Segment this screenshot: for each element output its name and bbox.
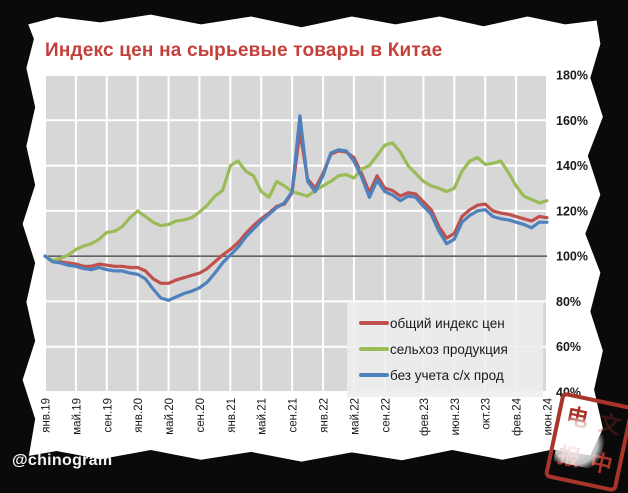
x-tick-label: янв.19: [41, 398, 53, 433]
x-tick-label: сен.20: [195, 398, 207, 432]
legend-label: сельхоз продукция: [390, 341, 508, 357]
legend-label: без учета с/х прод: [390, 367, 504, 383]
y-tick-label: 100%: [556, 250, 588, 264]
red-line-swatch-icon: [359, 321, 389, 325]
x-tick-label: фев.24: [512, 397, 524, 436]
y-tick-label: 160%: [556, 114, 588, 128]
x-tick-label: янв.21: [226, 398, 238, 433]
legend-item-ex-agriculture: без учета с/х прод: [359, 362, 533, 388]
series-line-1: [43, 141, 549, 263]
blue-line-swatch-icon: [359, 373, 389, 377]
legend-item-agriculture: сельхоз продукция: [359, 336, 533, 362]
seal-character: 报: [555, 443, 583, 473]
x-tick-label: сен.19: [102, 398, 114, 432]
seal-character: 中: [587, 449, 615, 480]
green-line-swatch-icon: [359, 347, 389, 351]
y-tick-label: 180%: [556, 69, 588, 83]
y-tick-label: 60%: [556, 340, 581, 354]
legend-item-general-index: общий индекс цен: [359, 310, 533, 336]
y-tick-label: 80%: [556, 295, 581, 309]
x-tick-label: июн.23: [450, 398, 462, 435]
x-tick-label: фев.23: [419, 398, 431, 436]
legend-label: общий индекс цен: [390, 315, 505, 331]
x-tick-label: сен.21: [288, 398, 300, 432]
x-tick-label: май.19: [71, 398, 83, 435]
x-tick-label: май.20: [164, 398, 176, 435]
x-tick-label: май.21: [257, 398, 269, 435]
x-tick-label: янв.20: [133, 398, 145, 433]
seal-character: 文: [596, 410, 623, 440]
seal-character: 电: [563, 404, 591, 434]
y-tick-label: 120%: [556, 204, 588, 218]
x-tick-label: сен.22: [380, 398, 392, 432]
x-tick-label: май.22: [349, 398, 361, 435]
x-tick-label: окт.23: [481, 398, 493, 430]
watermark-chinogram: @chinogram: [12, 452, 113, 469]
x-tick-label: июн.24: [543, 397, 555, 435]
chart-legend: общий индекс цен сельхоз продукция без у…: [347, 302, 543, 397]
chart-title: Индекс цен на сырьевые товары в Китае: [45, 40, 443, 61]
series-line-2: [43, 114, 549, 302]
x-tick-label: янв.22: [319, 398, 331, 433]
y-tick-label: 140%: [556, 159, 588, 173]
